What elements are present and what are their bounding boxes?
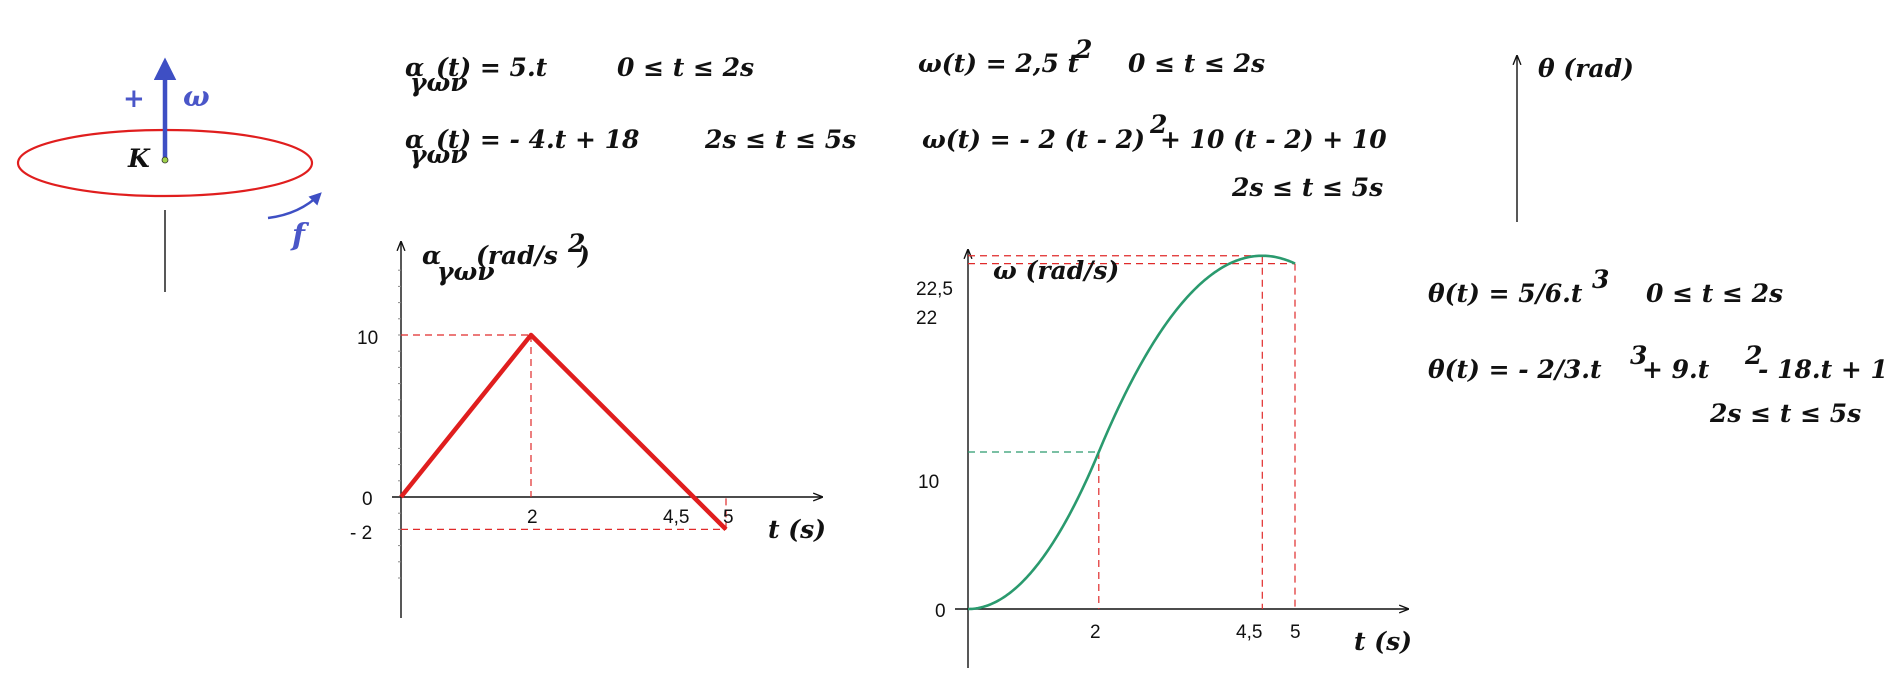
- svg-text:2: 2: [1744, 341, 1762, 370]
- svg-text:α: α: [405, 53, 424, 82]
- accel-ytick-minus2: - 2: [350, 523, 372, 544]
- omega-series-curve: [967, 254, 1296, 611]
- svg-text:+ 10 (t - 2) + 10: + 10 (t - 2) + 10: [1160, 125, 1387, 154]
- svg-text:γων: γων: [410, 140, 468, 169]
- acceleration-chart: 10 0 - 2 2 4,5 5 t (s) α γων (rad/s 2 ): [350, 229, 826, 618]
- theta-axis: θ (rad): [1517, 54, 1634, 222]
- accel-ytick-0: 0: [362, 489, 373, 510]
- svg-text:): ): [577, 241, 590, 270]
- rotation-direction-arrow: [267, 192, 322, 220]
- svg-text:2s ≤ t ≤ 5s: 2s ≤ t ≤ 5s: [704, 125, 856, 154]
- omega-xtick-2: 2: [1090, 622, 1101, 643]
- svg-text:γων: γων: [437, 257, 495, 286]
- svg-text:2s ≤ t ≤ 5s: 2s ≤ t ≤ 5s: [1709, 399, 1861, 428]
- omega-xtick-4-5: 4,5: [1236, 622, 1262, 643]
- plus-sign-label: +: [123, 84, 145, 114]
- svg-text:3: 3: [1630, 341, 1647, 370]
- svg-text:2: 2: [567, 229, 585, 258]
- omega-equation-2: ω(t) = - 2 (t - 2) 2 + 10 (t - 2) + 10 2…: [922, 110, 1387, 202]
- svg-text:0 ≤ t ≤ 2s: 0 ≤ t ≤ 2s: [617, 53, 754, 82]
- svg-text:α: α: [405, 125, 424, 154]
- svg-text:0 ≤ t ≤ 2s: 0 ≤ t ≤ 2s: [1128, 49, 1265, 78]
- svg-text:(t) = - 4.t + 18: (t) = - 4.t + 18: [436, 125, 639, 154]
- accel-xtick-4-5: 4,5: [663, 507, 689, 528]
- accel-equation-1: α γων (t) = 5.t 0 ≤ t ≤ 2s: [405, 53, 754, 97]
- omega-chart: 22,5 22 10 0 2 4,5 5 t (s) ω (rad/s): [916, 250, 1412, 668]
- svg-text:3: 3: [1592, 265, 1609, 294]
- theta-equation-1: θ(t) = 5/6.t 3 0 ≤ t ≤ 2s: [1428, 265, 1783, 308]
- accel-xtick-5: 5: [723, 507, 734, 528]
- omega-ytick-10: 10: [918, 472, 939, 493]
- accel-equation-2: α γων (t) = - 4.t + 18 2s ≤ t ≤ 5s: [405, 125, 856, 169]
- point-k-label: K: [127, 144, 151, 173]
- svg-text:(rad/s: (rad/s: [476, 241, 558, 270]
- accel-ytick-10: 10: [357, 328, 378, 349]
- svg-text:(t) = 5.t: (t) = 5.t: [436, 53, 548, 82]
- omega-symbol-label: ω: [183, 80, 210, 113]
- svg-text:γων: γων: [410, 68, 468, 97]
- svg-text:θ(t) = - 2/3.t: θ(t) = - 2/3.t: [1428, 355, 1602, 384]
- omega-equations: ω(t) = 2,5 t 2 0 ≤ t ≤ 2s ω(t) = - 2 (t …: [918, 35, 1387, 202]
- svg-text:2: 2: [1149, 110, 1167, 139]
- svg-text:2: 2: [1074, 35, 1092, 64]
- svg-text:0 ≤ t ≤ 2s: 0 ≤ t ≤ 2s: [1646, 279, 1783, 308]
- accel-series-line: [399, 332, 728, 531]
- svg-text:α: α: [422, 241, 441, 270]
- force-f-label: f: [290, 218, 310, 253]
- svg-text:θ(t) = 5/6.t: θ(t) = 5/6.t: [1428, 279, 1583, 308]
- svg-text:+ 9.t: + 9.t: [1642, 355, 1710, 384]
- svg-text:2s ≤ t ≤ 5s: 2s ≤ t ≤ 5s: [1231, 173, 1383, 202]
- theta-equations: θ(t) = 5/6.t 3 0 ≤ t ≤ 2s θ(t) = - 2/3.t…: [1428, 265, 1887, 428]
- svg-text:ω(t) = - 2 (t - 2): ω(t) = - 2 (t - 2): [922, 125, 1145, 154]
- theta-equation-2: θ(t) = - 2/3.t 3 + 9.t 2 - 18.t + 12 2s …: [1428, 341, 1887, 428]
- acceleration-equations: α γων (t) = 5.t 0 ≤ t ≤ 2s α γων (t) = -…: [405, 53, 856, 169]
- omega-equation-1: ω(t) = 2,5 t 2 0 ≤ t ≤ 2s: [918, 35, 1265, 78]
- omega-y-axis-label: ω (rad/s): [993, 256, 1119, 285]
- omega-ytick-22: 22: [916, 308, 937, 329]
- center-point: [161, 156, 169, 164]
- omega-ytick-22-5: 22,5: [916, 279, 953, 300]
- omega-xtick-5: 5: [1290, 622, 1301, 643]
- rotating-disc-diagram: + ω K f: [16, 57, 322, 292]
- accel-y-minor-ticks: [398, 269, 401, 579]
- accel-x-axis-label: t (s): [768, 515, 826, 544]
- svg-text:ω(t) = 2,5 t: ω(t) = 2,5 t: [918, 49, 1080, 78]
- omega-x-axis-label: t (s): [1354, 627, 1412, 656]
- accel-xtick-2: 2: [527, 507, 538, 528]
- omega-ytick-0: 0: [935, 601, 946, 622]
- accel-y-axis-label: α γων (rad/s 2 ): [422, 229, 590, 286]
- svg-text:- 18.t + 12: - 18.t + 12: [1758, 355, 1887, 384]
- theta-axis-label: θ (rad): [1538, 54, 1634, 83]
